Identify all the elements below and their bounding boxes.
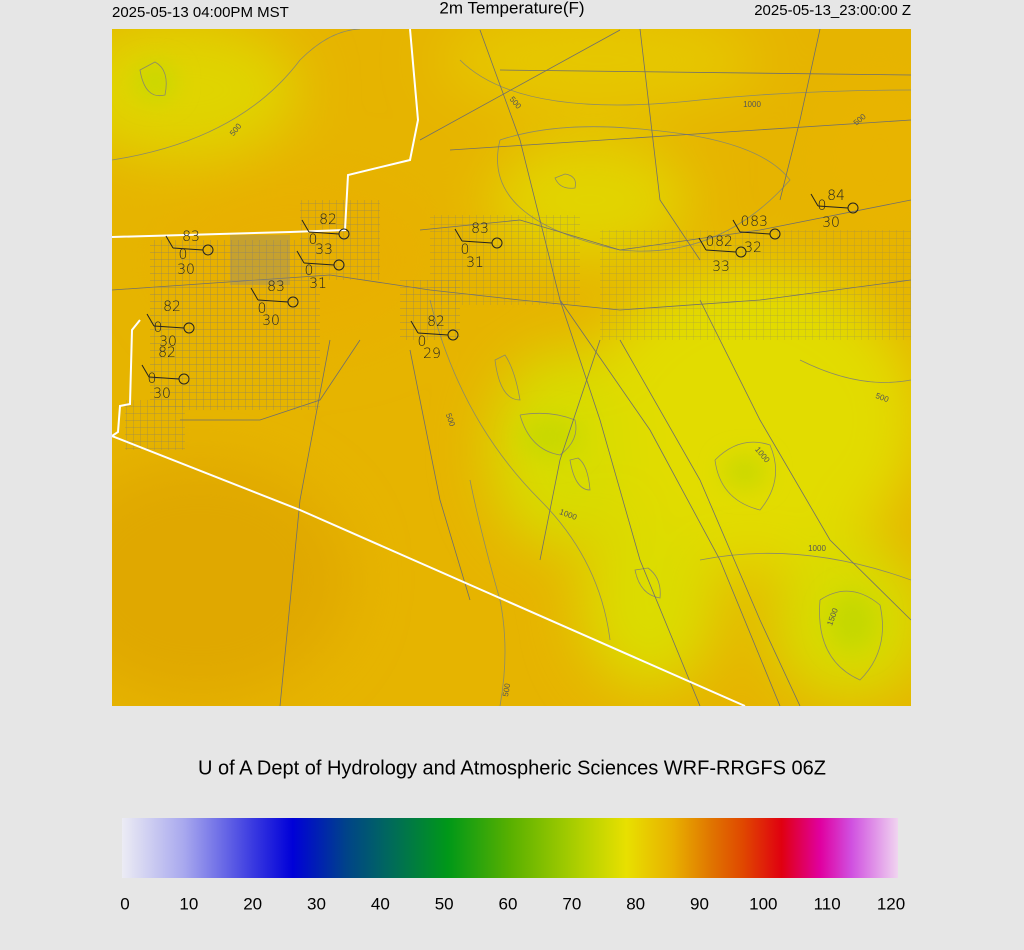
wind-barb	[257, 299, 289, 303]
station-calm: 0	[418, 334, 427, 350]
station-dew: 31	[466, 255, 484, 271]
station-dew: 31	[309, 276, 327, 292]
wind-barb	[153, 325, 185, 329]
station-temp: 83	[471, 221, 489, 237]
station-temp: 82	[158, 345, 176, 361]
valid-time-utc: 2025-05-13_23:00:00 Z	[754, 2, 911, 19]
station-calm: 0	[154, 320, 163, 336]
station-temp: 83	[267, 279, 285, 295]
contour-label: 500	[501, 682, 512, 697]
colorbar-tick-label: 100	[749, 894, 777, 913]
wind-barb	[308, 231, 340, 235]
wind-barb	[250, 287, 259, 301]
contour-label: 1000	[808, 544, 826, 553]
station-dew: 30	[153, 386, 171, 402]
credit: U of A Dept of Hydrology and Atmospheric…	[198, 757, 826, 779]
wind-barb	[303, 262, 335, 266]
city-grids	[125, 200, 911, 450]
wind-barb	[146, 313, 155, 327]
colorbar-tick-label: 110	[814, 894, 841, 913]
wind-barb	[705, 249, 737, 253]
station-temp: 83	[182, 229, 200, 245]
station-dew: 30	[822, 215, 840, 231]
wind-barb	[172, 247, 204, 251]
contour-label: 500	[444, 412, 457, 428]
wind-barb	[461, 240, 493, 244]
station-dew: 29	[423, 346, 441, 362]
colorbar-tick-label: 40	[371, 894, 390, 913]
station-dew: 33	[712, 259, 730, 275]
station-temp: 82	[715, 234, 733, 250]
station-dew: 32	[744, 240, 762, 256]
colorbar-tick-label: 80	[626, 894, 645, 913]
station-calm: 0	[818, 198, 827, 214]
station-temp: 84	[827, 188, 845, 204]
station-calm: 0	[741, 214, 750, 230]
colorbar-tick-label: 20	[243, 894, 262, 913]
station-calm: 0	[461, 242, 470, 258]
wind-barb	[417, 332, 449, 336]
station-calm: 0	[305, 263, 314, 279]
colorbar-tick-label: 120	[877, 894, 905, 913]
contour-label: 1000	[743, 100, 761, 109]
colorbar-ticks: 0 10 20 30 40 50 60 70 80 90 100 110 120	[120, 894, 905, 913]
colorbar-tick-label: 70	[562, 894, 581, 913]
wind-barb	[810, 193, 819, 207]
wind-barb	[141, 364, 150, 378]
valid-time-local: 2025-05-13 04:00PM MST	[112, 4, 289, 21]
station-calm: 0	[309, 232, 318, 248]
station-dew: 30	[177, 262, 195, 278]
wind-barb	[739, 231, 771, 235]
colorbar-tick-label: 30	[307, 894, 326, 913]
wind-barb	[148, 376, 180, 380]
station-calm: 0	[706, 234, 715, 250]
wind-barb	[301, 219, 310, 233]
wind-barb	[165, 235, 174, 249]
colorbar-tick-label: 60	[499, 894, 518, 913]
station-dew: 30	[159, 334, 177, 350]
contour-label: 500	[874, 391, 890, 404]
station-temp: 82	[319, 212, 337, 228]
station-plots: 8303082033031830308203082030830318202982…	[141, 188, 859, 402]
station-temp: 82	[427, 314, 445, 330]
colorbar-tick-label: 90	[690, 894, 709, 913]
wind-barb	[296, 250, 305, 264]
wind-barb	[732, 219, 741, 233]
wind-barb	[817, 205, 849, 209]
wind-barb	[454, 228, 463, 242]
map-title: 2m Temperature(F)	[439, 0, 584, 17]
station-temp: 83	[750, 214, 768, 230]
colorbar-tick-label: 0	[120, 894, 129, 913]
wind-barb	[410, 320, 419, 334]
station-dew: 33	[315, 242, 333, 258]
colorbar	[122, 818, 898, 878]
station-calm: 0	[258, 301, 267, 317]
temperature-field	[112, 29, 911, 706]
wind-barb	[698, 237, 707, 251]
station-calm: 0	[179, 247, 188, 263]
station-calm: 0	[148, 371, 157, 387]
station-temp: 82	[163, 299, 181, 315]
station-dew: 30	[262, 313, 280, 329]
colorbar-tick-label: 50	[435, 894, 454, 913]
colorbar-tick-label: 10	[179, 894, 198, 913]
